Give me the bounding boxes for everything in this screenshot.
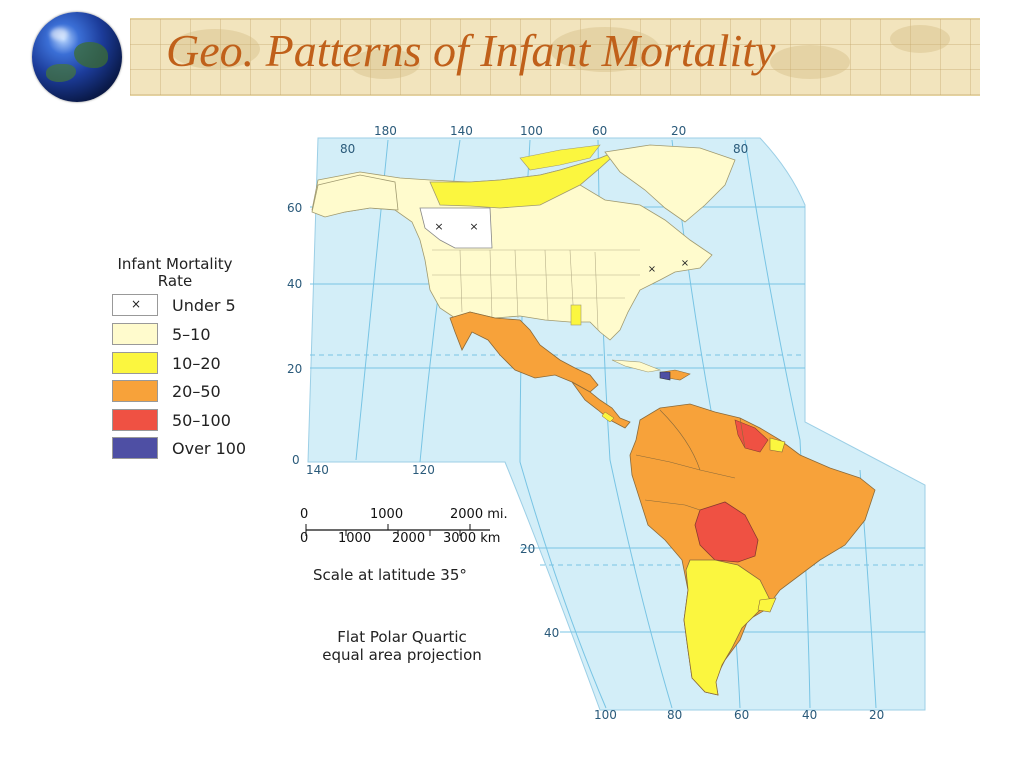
tick-top-4: 20 bbox=[671, 124, 687, 138]
tick-right-40: 40 bbox=[544, 626, 560, 640]
greenland bbox=[604, 144, 736, 223]
argentina-chile bbox=[683, 559, 771, 696]
legend-swatch: × bbox=[112, 294, 158, 316]
scale-bar: 0 1000 2000 mi. 0 1000 2000 3000 km bbox=[300, 507, 508, 546]
svg-text:×: × bbox=[648, 264, 656, 275]
tick-left-60: 60 bbox=[287, 201, 303, 215]
marker-icon: × bbox=[130, 297, 142, 311]
tick-bottom-1: 80 bbox=[667, 708, 683, 722]
sa-borders bbox=[635, 409, 746, 511]
tick-inner-140: 140 bbox=[306, 463, 329, 477]
legend-swatch bbox=[112, 380, 158, 402]
cuba bbox=[611, 359, 662, 373]
scale-caption: Scale at latitude 35° bbox=[313, 566, 467, 584]
legend: Infant Mortality Rate × Under 5 5–10 10–… bbox=[100, 255, 270, 459]
bolivia bbox=[694, 501, 759, 563]
projection-note: Flat Polar Quartic equal area projection bbox=[322, 628, 482, 664]
canada-north bbox=[429, 149, 621, 209]
french-guiana bbox=[769, 437, 786, 453]
legend-swatch bbox=[112, 352, 158, 374]
legend-title: Infant Mortality Rate bbox=[117, 255, 233, 290]
tick-right-80: 80 bbox=[733, 142, 749, 156]
legend-swatch bbox=[112, 323, 158, 345]
tick-bottom-3: 40 bbox=[802, 708, 818, 722]
legend-swatch bbox=[112, 437, 158, 459]
mississippi bbox=[570, 304, 582, 326]
tick-top-1: 140 bbox=[450, 124, 473, 138]
tick-bottom-4: 20 bbox=[869, 708, 885, 722]
tick-top-0: 180 bbox=[374, 124, 397, 138]
western-canada-under5 bbox=[419, 207, 493, 249]
tick-bottom-0: 100 bbox=[594, 708, 617, 722]
title-banner bbox=[130, 18, 980, 96]
svg-text:×: × bbox=[469, 220, 478, 233]
svg-text:×: × bbox=[434, 220, 443, 233]
tick-left-40: 40 bbox=[287, 277, 303, 291]
legend-swatch bbox=[112, 409, 158, 431]
globe-logo bbox=[32, 12, 122, 102]
haiti bbox=[659, 371, 671, 381]
alaska bbox=[311, 174, 399, 218]
svg-text:×: × bbox=[681, 258, 689, 269]
uruguay bbox=[757, 597, 777, 613]
tick-left-0: 0 bbox=[292, 453, 300, 467]
tick-bottom-2: 60 bbox=[734, 708, 750, 722]
arctic-islands bbox=[519, 144, 601, 171]
tick-top-3: 60 bbox=[592, 124, 608, 138]
tick-left-20: 20 bbox=[287, 362, 303, 376]
slide-title: Geo. Patterns of Infant Mortality bbox=[166, 25, 776, 76]
guyana bbox=[734, 419, 769, 453]
tick-inner-120: 120 bbox=[412, 463, 435, 477]
tick-right-20: 20 bbox=[520, 542, 536, 556]
tick-left-80: 80 bbox=[340, 142, 356, 156]
costa-rica bbox=[601, 411, 615, 423]
tick-top-2: 100 bbox=[520, 124, 543, 138]
central-america bbox=[571, 381, 631, 429]
